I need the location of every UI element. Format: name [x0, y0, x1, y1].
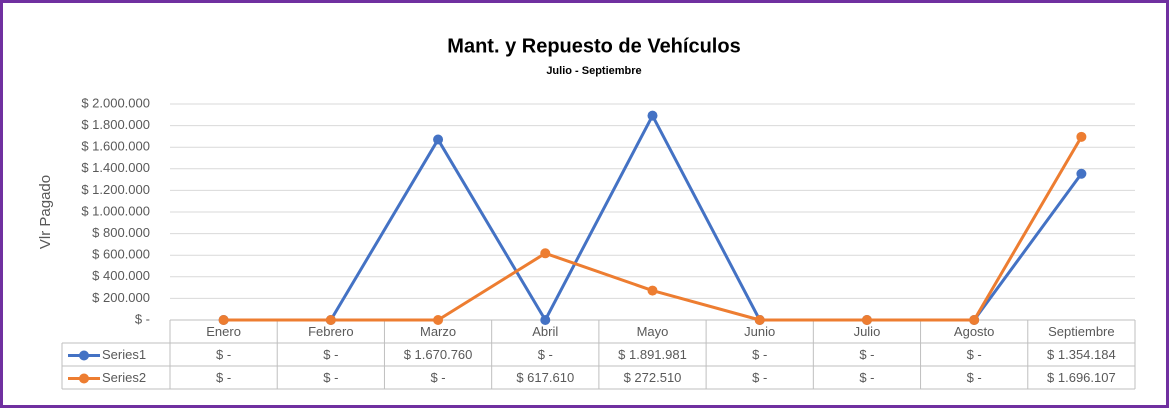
marker — [540, 315, 551, 325]
marker — [861, 315, 872, 325]
table-value: $ - — [216, 347, 231, 362]
table-value: $ - — [323, 370, 338, 385]
table-value: $ - — [430, 370, 445, 385]
y-tick-label: $ 2.000.000 — [81, 95, 150, 110]
y-tick-label: $ 800.000 — [92, 225, 150, 240]
table-value: $ 272.510 — [624, 370, 682, 385]
marker — [433, 134, 444, 145]
table-value: $ - — [967, 370, 982, 385]
table-value: $ 1.696.107 — [1047, 370, 1116, 385]
table-value: $ 617.610 — [516, 370, 574, 385]
x-tick-label: Marzo — [420, 324, 456, 339]
y-axis-label: Vlr Pagado — [37, 175, 54, 249]
legend-key-marker — [79, 373, 89, 384]
table-value: $ - — [859, 370, 874, 385]
legend-label: Series2 — [102, 370, 146, 385]
table-value: $ 1.670.760 — [404, 347, 473, 362]
x-tick-label: Septiembre — [1048, 324, 1114, 339]
table-value: $ - — [859, 347, 874, 362]
x-tick-label: Enero — [206, 324, 241, 339]
marker — [1076, 168, 1087, 179]
x-tick-label: Mayo — [637, 324, 669, 339]
marker — [647, 110, 658, 121]
legend-key-marker — [79, 350, 89, 361]
x-tick-label: Junio — [744, 324, 775, 339]
marker — [969, 315, 980, 325]
marker — [433, 315, 444, 325]
x-tick-label: Agosto — [954, 324, 994, 339]
x-tick-label: Julio — [854, 324, 881, 339]
table-value: $ - — [967, 347, 982, 362]
marker — [754, 315, 765, 325]
x-tick-label: Abril — [532, 324, 558, 339]
marker — [325, 315, 336, 325]
y-tick-label: $ 1.800.000 — [81, 117, 150, 132]
table-value: $ - — [538, 347, 553, 362]
y-tick-label: $ 1.200.000 — [81, 182, 150, 197]
table-value: $ - — [323, 347, 338, 362]
chart-subtitle: Julio - Septiembre — [546, 65, 641, 77]
y-tick-label: $ 1.000.000 — [81, 203, 150, 218]
y-tick-label: $ 600.000 — [92, 247, 150, 262]
marker — [218, 315, 229, 325]
table-value: $ 1.354.184 — [1047, 347, 1116, 362]
y-tick-label: $ - — [135, 311, 150, 326]
marker — [647, 285, 658, 296]
chart-title: Mant. y Repuesto de Vehículos — [447, 35, 740, 57]
marker — [1076, 131, 1087, 142]
y-tick-label: $ 400.000 — [92, 268, 150, 283]
table-value: $ 1.891.981 — [618, 347, 687, 362]
y-tick-label: $ 1.600.000 — [81, 139, 150, 154]
y-tick-label: $ 1.400.000 — [81, 160, 150, 175]
table-value: $ - — [752, 347, 767, 362]
marker — [540, 248, 551, 259]
x-tick-label: Febrero — [308, 324, 354, 339]
table-value: $ - — [752, 370, 767, 385]
y-tick-label: $ 200.000 — [92, 290, 150, 305]
legend-label: Series1 — [102, 347, 146, 362]
table-value: $ - — [216, 370, 231, 385]
